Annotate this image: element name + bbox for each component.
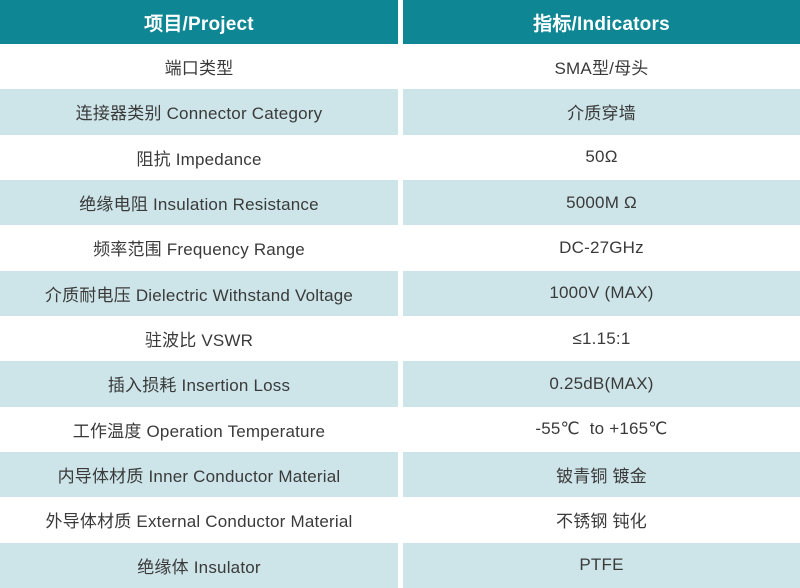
table-header-row: 项目/Project 指标/Indicators [0,0,800,44]
project-cell: 阻抗 Impedance [0,134,398,180]
column-divider [398,89,403,135]
project-cell: 绝缘电阻 Insulation Resistance [0,179,398,226]
indicator-cell: SMA型/母头 [403,44,800,90]
project-cell: 插入损耗 Insertion Loss [0,361,398,407]
project-cell: 频率范围 Frequency Range [0,225,398,271]
column-divider [398,451,403,498]
header-cell-indicators: 指标/Indicators [403,0,800,44]
project-cell: 驻波比 VSWR [0,315,398,362]
indicator-cell: 0.25dB(MAX) [403,361,800,407]
table-row: 内导体材质 Inner Conductor Material 铍青铜 镀金 [0,451,800,498]
project-cell: 介质耐电压 Dielectric Withstand Voltage [0,270,398,316]
header-cell-project: 项目/Project [0,0,398,44]
project-cell: 外导体材质 External Conductor Material [0,497,398,543]
table-row: 插入损耗 Insertion Loss 0.25dB(MAX) [0,361,800,407]
project-cell: 连接器类别 Connector Category [0,89,398,135]
column-divider [398,225,403,271]
table-row: 工作温度 Operation Temperature -55℃ to +165℃ [0,406,800,452]
indicator-cell: 1000V (MAX) [403,270,800,316]
column-divider [398,0,403,44]
indicator-cell: 介质穿墙 [403,89,800,135]
indicator-cell: -55℃ to +165℃ [403,406,800,452]
table-row: 绝缘电阻 Insulation Resistance 5000M Ω [0,179,800,226]
table-row: 驻波比 VSWR ≤1.15:1 [0,315,800,362]
table-row: 端口类型 SMA型/母头 [0,44,800,90]
project-cell: 工作温度 Operation Temperature [0,406,398,452]
column-divider [398,270,403,316]
project-cell: 内导体材质 Inner Conductor Material [0,451,398,498]
table-row: 介质耐电压 Dielectric Withstand Voltage 1000V… [0,270,800,316]
column-divider [398,361,403,407]
indicator-cell: ≤1.15:1 [403,315,800,362]
indicator-cell: PTFE [403,542,800,588]
column-divider [398,179,403,226]
indicator-cell: 5000M Ω [403,179,800,226]
table-row: 外导体材质 External Conductor Material 不锈钢 钝化 [0,497,800,543]
column-divider [398,497,403,543]
table-row: 频率范围 Frequency Range DC-27GHz [0,225,800,271]
indicator-cell: 铍青铜 镀金 [403,451,800,498]
column-divider [398,542,403,588]
column-divider [398,44,403,90]
table-row: 绝缘体 Insulator PTFE [0,542,800,588]
project-cell: 绝缘体 Insulator [0,542,398,588]
project-cell: 端口类型 [0,44,398,90]
column-divider [398,134,403,180]
table-row: 阻抗 Impedance 50Ω [0,134,800,180]
table-row: 连接器类别 Connector Category 介质穿墙 [0,89,800,135]
indicator-cell: 不锈钢 钝化 [403,497,800,543]
indicator-cell: 50Ω [403,134,800,180]
column-divider [398,406,403,452]
indicator-cell: DC-27GHz [403,225,800,271]
column-divider [398,315,403,362]
